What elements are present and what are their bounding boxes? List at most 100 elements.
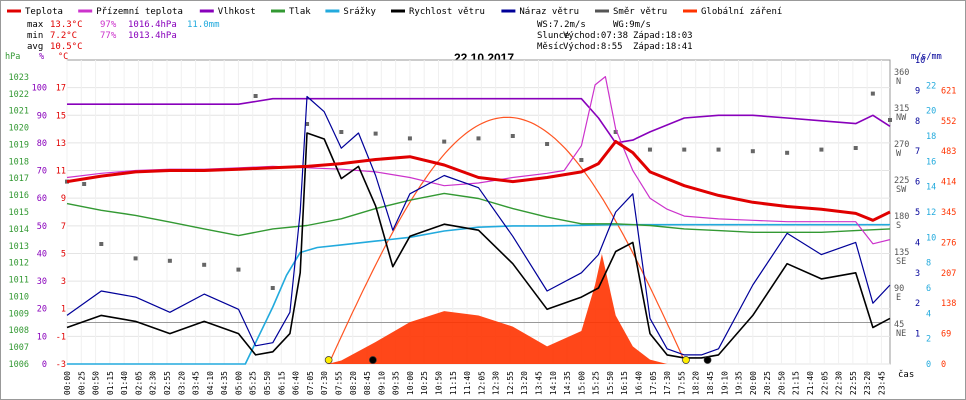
x-axis-unit: čas: [898, 369, 914, 380]
c-tick-8: 1: [61, 305, 66, 315]
time-tick-15: 06:15: [277, 371, 286, 395]
wm2-tick-6: 207: [941, 269, 956, 279]
time-tick-1: 00:25: [77, 371, 86, 395]
time-tick-2: 00:50: [92, 371, 101, 395]
time-tick-30: 12:30: [492, 371, 501, 395]
stats-min-temp: 7.2°C: [50, 31, 77, 41]
hpa-tick-3: 1020: [9, 124, 29, 134]
time-tick-6: 02:30: [149, 371, 158, 395]
series-rychlost-v-tru: [66, 132, 891, 359]
dir-name-tick-4: S: [896, 221, 901, 231]
time-tick-46: 19:10: [720, 371, 729, 395]
time-tick-48: 20:00: [749, 371, 758, 395]
dir-name-tick-0: N: [896, 77, 901, 87]
hpa-tick-8: 1015: [9, 208, 29, 218]
legend-label-8: Globální záření: [701, 7, 782, 17]
legend-label-6: Náraz větru: [519, 7, 579, 17]
legend-label-0: Teplota: [25, 7, 63, 17]
mm-tick-11: 0: [926, 360, 931, 370]
sun-label: Slunce: [537, 31, 570, 41]
time-tick-5: 02:05: [134, 371, 143, 395]
time-tick-17: 07:05: [306, 371, 315, 395]
pct-tick-7: 30: [37, 277, 47, 287]
moon-rise: Východ:8:55: [563, 42, 623, 52]
mm-tick-4: 14: [926, 183, 936, 193]
series-layer: [65, 76, 892, 365]
c-tick-4: 9: [61, 194, 66, 204]
c-tick-2: 13: [56, 139, 66, 149]
time-tick-19: 07:55: [334, 371, 343, 395]
hpa-tick-12: 1011: [9, 276, 29, 286]
hpa-tick-7: 1016: [9, 191, 29, 201]
wind-dir-point-16: [545, 142, 550, 146]
time-tick-51: 21:15: [792, 371, 801, 395]
dir-name-tick-2: W: [896, 149, 902, 159]
wind-dir-point-6: [236, 267, 241, 272]
time-tick-40: 16:40: [635, 371, 644, 395]
time-tick-55: 22:55: [849, 371, 858, 395]
c-tick-9: -1: [56, 332, 66, 342]
time-tick-57: 23:45: [877, 371, 886, 395]
time-tick-56: 23:20: [863, 371, 872, 395]
dir-deg-tick-0: 360: [894, 68, 909, 78]
time-tick-7: 02:55: [163, 371, 172, 395]
sun-moon-marker-1: [369, 356, 377, 364]
time-tick-43: 17:55: [677, 371, 686, 395]
ms-tick-9: 1: [915, 330, 920, 340]
pct-tick-3: 70: [37, 167, 47, 177]
series-teoreticke-zareni: [328, 116, 686, 365]
hpa-tick-16: 1007: [9, 343, 29, 353]
dir-deg-tick-4: 180: [894, 212, 909, 222]
time-tick-8: 03:20: [177, 371, 186, 395]
dir-name-tick-1: NW: [896, 113, 907, 123]
time-tick-0: 00:00: [63, 371, 72, 395]
mm-tick-8: 6: [926, 284, 931, 294]
dir-deg-tick-1: 315: [894, 104, 909, 114]
ms-tick-8: 2: [915, 299, 920, 309]
time-tick-25: 10:25: [420, 371, 429, 395]
c-tick-6: 5: [61, 249, 66, 259]
axis-unit-hpa: hPa: [5, 52, 20, 62]
c-tick-10: -3: [56, 360, 66, 370]
wind-dir-point-17: [579, 158, 584, 162]
pct-tick-10: 0: [42, 360, 47, 370]
sun-moon-block: WS:7.2m/s WG:9m/s Slunce Východ:07:38 Zá…: [537, 20, 693, 52]
hpa-tick-11: 1012: [9, 259, 29, 269]
mm-tick-3: 16: [926, 157, 936, 167]
time-tick-33: 13:45: [535, 371, 544, 395]
ms-tick-4: 6: [915, 178, 920, 188]
wm2-tick-2: 483: [941, 147, 956, 157]
legend-label-4: Srážky: [343, 7, 376, 17]
time-tick-29: 12:05: [477, 371, 486, 395]
c-tick-7: 3: [61, 277, 66, 287]
time-tick-38: 15:50: [606, 371, 615, 395]
time-tick-24: 10:00: [406, 371, 415, 395]
time-tick-54: 22:30: [835, 371, 844, 395]
ms-tick-2: 8: [915, 117, 920, 127]
time-tick-44: 18:20: [692, 371, 701, 395]
mm-tick-5: 12: [926, 208, 936, 218]
hpa-tick-9: 1014: [9, 225, 29, 235]
time-tick-23: 09:35: [392, 371, 401, 395]
ms-tick-0: 10: [915, 56, 925, 66]
wm2-tick-9: 0: [941, 360, 946, 370]
dir-deg-tick-6: 90: [894, 284, 904, 294]
time-tick-39: 16:15: [620, 371, 629, 395]
wm2-tick-4: 345: [941, 208, 956, 218]
wind-dir-point-21: [716, 147, 721, 152]
time-tick-12: 05:00: [234, 371, 243, 395]
series-n-raz-v-tru: [66, 95, 891, 356]
time-tick-3: 01:15: [106, 371, 115, 395]
time-tick-49: 20:25: [763, 371, 772, 395]
time-tick-22: 09:10: [377, 371, 386, 395]
wm2-tick-3: 414: [941, 178, 956, 188]
wm2-tick-0: 621: [941, 86, 956, 96]
ms-tick-6: 4: [915, 238, 920, 248]
time-tick-47: 19:35: [735, 371, 744, 395]
pct-tick-4: 60: [37, 194, 47, 204]
stats-block: max 13.3°C 97% 1016.4hPa 11.0mm min 7.2°…: [27, 20, 220, 52]
wind-dir-point-24: [819, 147, 824, 152]
dir-name-tick-3: SW: [896, 185, 907, 195]
wm2-tick-1: 552: [941, 117, 956, 127]
pct-tick-2: 80: [37, 139, 47, 149]
